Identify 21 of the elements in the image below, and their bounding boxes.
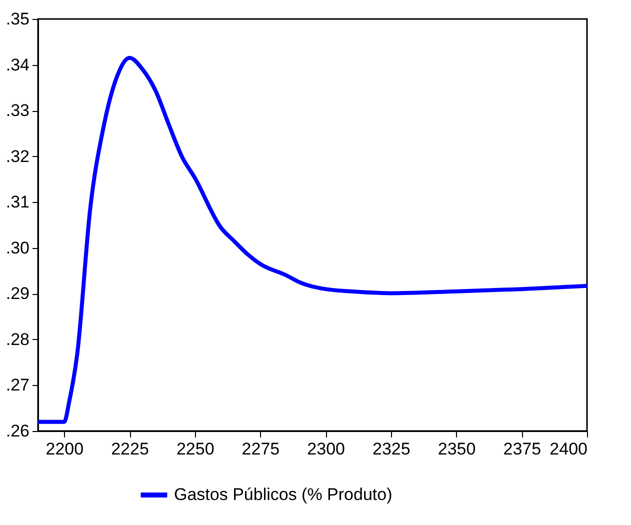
y-tick-label: .31 [6, 192, 30, 212]
x-tick-label: 2200 [46, 440, 84, 458]
x-tick-label: 2400 [550, 440, 588, 458]
x-tick-label: 2250 [176, 440, 214, 458]
x-tick-label: 2325 [372, 440, 410, 458]
y-tick-label: .26 [6, 422, 30, 440]
x-tick-label: 2275 [242, 440, 280, 458]
y-tick-label: .28 [6, 330, 30, 349]
x-tick-label: 2375 [503, 440, 542, 458]
x-tick-label: 2225 [111, 440, 149, 458]
y-tick-label: .27 [6, 376, 30, 395]
x-tick-label: 2300 [307, 440, 345, 458]
legend-label: Gastos Públicos (% Produto) [174, 485, 392, 504]
x-tick-label: 2350 [438, 440, 476, 458]
y-tick-label: .35 [6, 10, 30, 28]
y-tick-label: .33 [6, 101, 30, 120]
y-tick-label: .34 [6, 55, 30, 74]
y-tick-label: .30 [6, 238, 30, 258]
y-tick-label: .29 [6, 284, 30, 304]
y-tick-label: .32 [6, 146, 30, 166]
line-series [38, 56, 587, 424]
